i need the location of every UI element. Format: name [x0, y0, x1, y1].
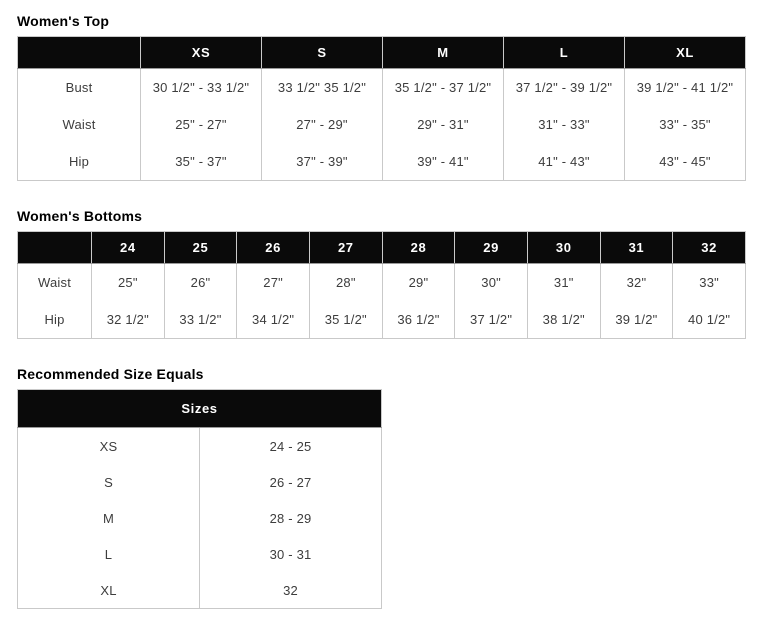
row-label: S	[17, 464, 200, 500]
table-row: Hip 32 1/2" 33 1/2" 34 1/2" 35 1/2" 36 1/2" 37…	[17, 301, 746, 339]
recommended-size-title: Recommended Size Equals	[17, 366, 204, 382]
column-header: M	[382, 36, 504, 69]
column-header: 26	[236, 231, 310, 264]
recommended-size-table: Sizes XS 24 - 25 S 26 - 27 M 28 - 29 L 30 - 31 XL…	[17, 389, 382, 609]
column-header	[17, 231, 92, 264]
column-header: 24	[91, 231, 165, 264]
measurement-cell: 40 1/2"	[672, 301, 746, 339]
measurement-cell: 27"	[236, 263, 310, 301]
womens-bottoms-title: Women's Bottoms	[17, 208, 143, 224]
row-label: XS	[17, 427, 200, 464]
measurement-cell: 34 1/2"	[236, 301, 310, 339]
measurement-cell: 39 1/2" - 41 1/2"	[624, 68, 746, 106]
table-row: Waist 25" - 27" 27" - 29" 29" - 31" 31" - 33…	[17, 106, 746, 143]
measurement-cell: 35" - 37"	[140, 143, 262, 181]
measurement-cell: 37" - 39"	[261, 143, 383, 181]
measurement-cell: 33 1/2"	[163, 301, 238, 339]
womens-bottoms-section: Women's Bottoms 24 25 26 27 28 29 30 31 32 Waist 2…	[17, 208, 748, 339]
header-row: XS S M L XL	[17, 36, 746, 69]
table-row: Waist 25" 26" 27" 28" 29" 30" 31" 32" 33"	[17, 263, 746, 301]
measurement-cell: 32 1/2"	[91, 301, 165, 339]
measurement-cell: 39 1/2"	[599, 301, 674, 339]
column-header: 31	[599, 231, 674, 264]
row-label: M	[17, 500, 200, 536]
column-header: L	[503, 36, 625, 69]
column-header: 29	[454, 231, 528, 264]
measurement-cell: 36 1/2"	[381, 301, 456, 339]
row-label: XL	[17, 572, 200, 609]
row-label: Bust	[17, 68, 141, 106]
row-label: Waist	[17, 106, 141, 143]
column-header: XL	[624, 36, 746, 69]
measurement-cell: 30 1/2" - 33 1/2"	[140, 68, 262, 106]
column-header: 30	[526, 231, 601, 264]
measurement-cell: 41" - 43"	[503, 143, 625, 181]
measurement-cell: 30 - 31	[199, 536, 382, 572]
measurement-cell: 29" - 31"	[382, 106, 504, 143]
column-header: 27	[308, 231, 383, 264]
measurement-cell: 32	[199, 572, 382, 609]
table-row: XS 24 - 25	[17, 427, 382, 464]
measurement-cell: 39" - 41"	[382, 143, 504, 181]
column-header: 32	[672, 231, 746, 264]
measurement-cell: 33"	[672, 263, 746, 301]
header-row: 24 25 26 27 28 29 30 31 32	[17, 231, 746, 264]
column-header: XS	[140, 36, 262, 69]
measurement-cell: 25"	[91, 263, 165, 301]
measurement-cell: 43" - 45"	[624, 143, 746, 181]
measurement-cell: 26"	[163, 263, 238, 301]
column-header	[17, 36, 141, 69]
row-label: Waist	[17, 263, 92, 301]
womens-top-table: XS S M L XL Bust 30 1/2" - 33 1/2" 33 1/2" 35 1…	[17, 36, 746, 181]
measurement-cell: 37 1/2" - 39 1/2"	[503, 68, 625, 106]
measurement-cell: 31" - 33"	[503, 106, 625, 143]
column-header: Sizes	[17, 389, 382, 428]
measurement-cell: 38 1/2"	[526, 301, 601, 339]
table-row: Bust 30 1/2" - 33 1/2" 33 1/2" 35 1/2" 35 1…	[17, 68, 746, 106]
measurement-cell: 37 1/2"	[454, 301, 528, 339]
measurement-cell: 28 - 29	[199, 500, 382, 536]
measurement-cell: 24 - 25	[199, 427, 382, 464]
row-label: Hip	[17, 301, 92, 339]
womens-top-title: Women's Top	[17, 13, 110, 29]
table-row: XL 32	[17, 572, 382, 609]
measurement-cell: 30"	[454, 263, 528, 301]
measurement-cell: 29"	[381, 263, 456, 301]
recommended-size-section: Recommended Size Equals Sizes XS 24 - 25 S 2…	[17, 366, 748, 609]
measurement-cell: 35 1/2"	[308, 301, 383, 339]
measurement-cell: 28"	[308, 263, 383, 301]
measurement-cell: 35 1/2" - 37 1/2"	[382, 68, 504, 106]
table-row: S 26 - 27	[17, 464, 382, 500]
column-header: 28	[381, 231, 456, 264]
table-row: Hip 35" - 37" 37" - 39" 39" - 41" 41" - 43" 4…	[17, 143, 746, 181]
measurement-cell: 25" - 27"	[140, 106, 262, 143]
column-header: S	[261, 36, 383, 69]
measurement-cell: 33" - 35"	[624, 106, 746, 143]
row-label: L	[17, 536, 200, 572]
womens-bottoms-table: 24 25 26 27 28 29 30 31 32 Waist 25" 26" 27" 28" 29" 30…	[17, 231, 746, 339]
column-header: 25	[163, 231, 238, 264]
measurement-cell: 32"	[599, 263, 674, 301]
measurement-cell: 27" - 29"	[261, 106, 383, 143]
measurement-cell: 26 - 27	[199, 464, 382, 500]
header-row: Sizes	[17, 389, 382, 428]
measurement-cell: 33 1/2" 35 1/2"	[261, 68, 383, 106]
measurement-cell: 31"	[526, 263, 601, 301]
table-row: M 28 - 29	[17, 500, 382, 536]
table-row: L 30 - 31	[17, 536, 382, 572]
womens-top-section: Women's Top XS S M L XL Bust 30 1/2" - 33 1/2"…	[17, 13, 748, 181]
row-label: Hip	[17, 143, 141, 181]
